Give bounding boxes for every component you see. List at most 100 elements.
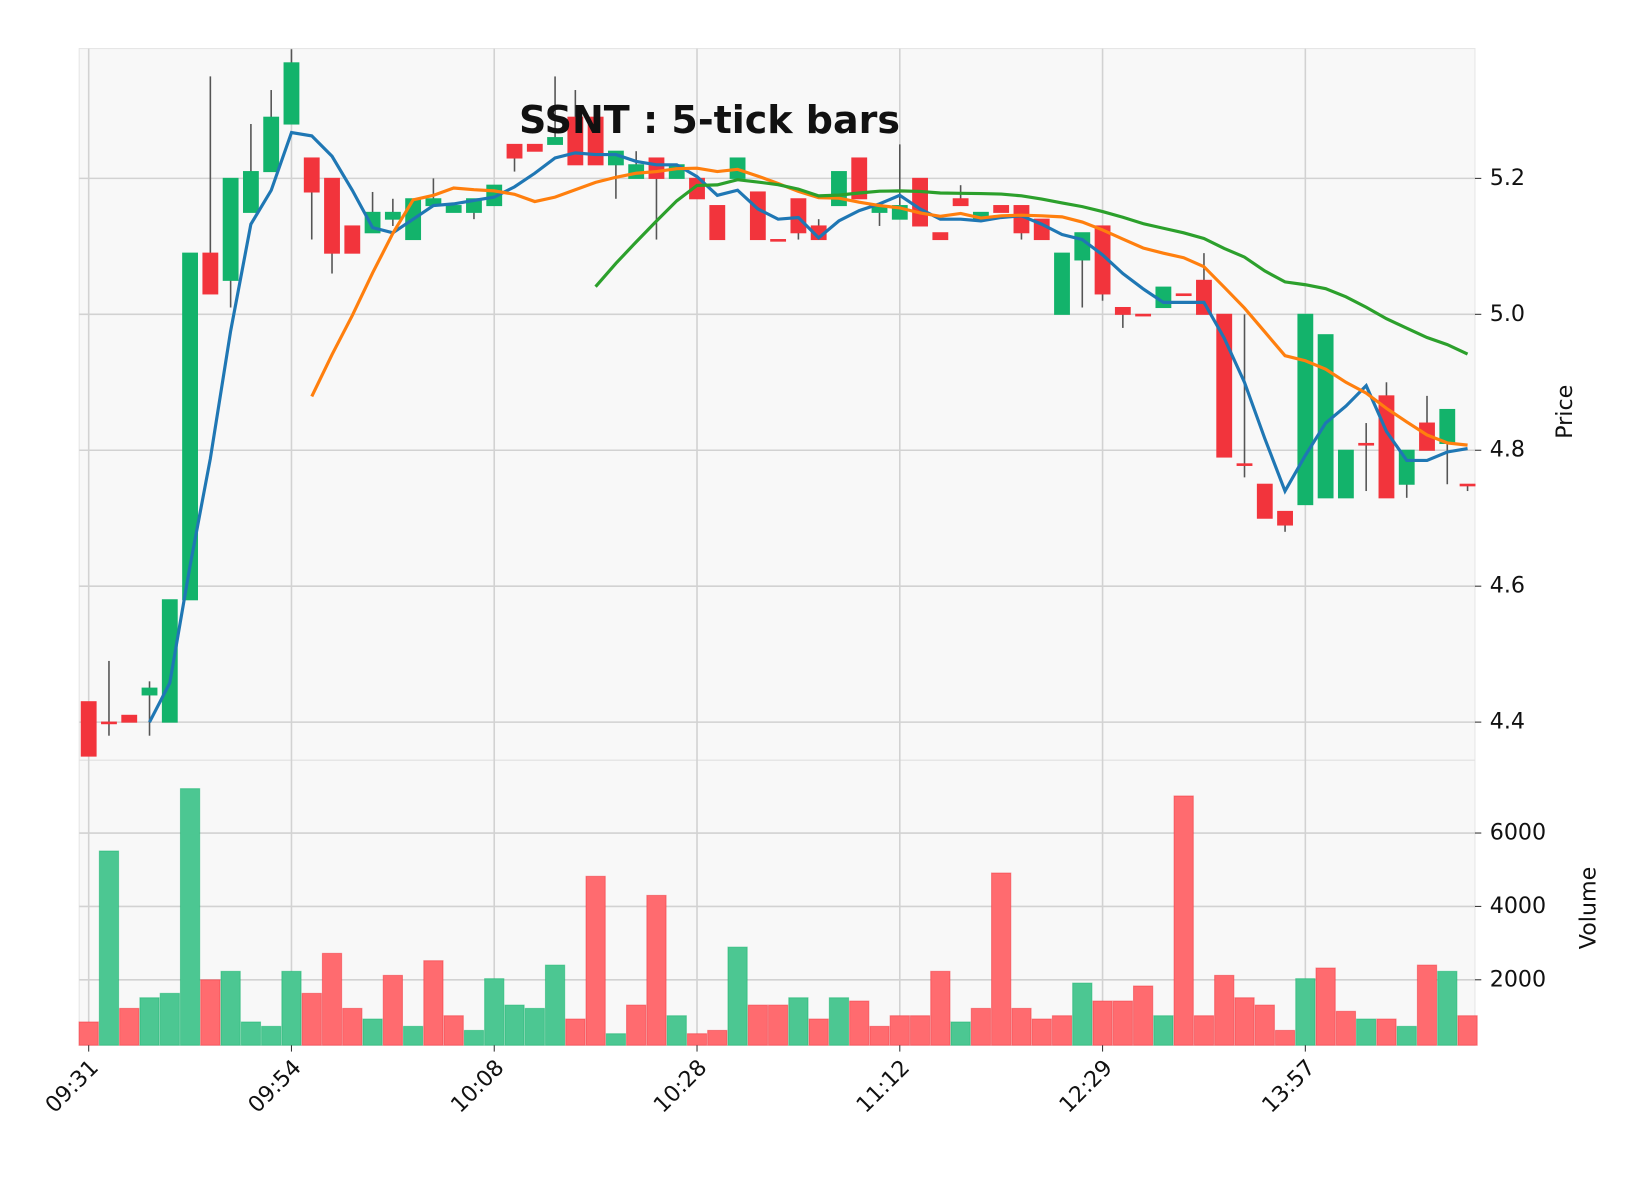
- volume-bar: [139, 997, 160, 1046]
- x-tick-label: 10:08: [446, 1055, 510, 1119]
- volume-bar: [1132, 985, 1154, 1046]
- candle-body: [912, 177, 928, 227]
- volume-bar: [970, 1007, 992, 1046]
- volume-bar: [544, 964, 566, 1046]
- candle-body: [283, 62, 300, 125]
- candle-body: [993, 205, 1010, 213]
- volume-bar: [869, 1025, 890, 1046]
- volume-bar: [443, 1015, 464, 1046]
- candle-body: [121, 714, 138, 723]
- chart-title: SSNT : 5-tick bars: [519, 98, 900, 142]
- volume-bar: [605, 1033, 627, 1046]
- volume-bar: [1234, 997, 1255, 1046]
- candle-body: [182, 252, 198, 601]
- volume-bar: [524, 1007, 545, 1046]
- candle-body: [101, 721, 117, 725]
- candle-body: [1054, 252, 1070, 315]
- volume-bar: [1254, 1004, 1275, 1046]
- candle-body: [1256, 483, 1273, 519]
- volume-bar: [626, 1004, 647, 1046]
- volume-bar: [950, 1021, 971, 1046]
- volume-bar: [707, 1029, 728, 1046]
- candle-body: [303, 157, 320, 193]
- volume-bar: [1416, 964, 1438, 1046]
- chart-body: SSNT : 5-tick bars Price Volume 4.4 4.6 4.…: [40, 48, 1601, 1119]
- plot-area: [78, 48, 1476, 1046]
- candle-body: [749, 191, 766, 241]
- x-tick-label: 13:57: [1257, 1055, 1321, 1119]
- volume-bar: [423, 960, 444, 1046]
- volume-bar: [301, 992, 322, 1046]
- candle-body: [1297, 313, 1314, 506]
- volume-bar: [1051, 1015, 1073, 1046]
- candle-body: [1337, 449, 1354, 499]
- candle-body: [648, 157, 665, 179]
- volume-bar: [1072, 982, 1093, 1046]
- volume-bar: [1214, 974, 1235, 1046]
- volume-bar: [727, 946, 748, 1046]
- volume-bar: [646, 894, 667, 1046]
- volume-bar: [1153, 1015, 1174, 1046]
- candle-body: [547, 137, 563, 145]
- candle-body: [141, 687, 158, 696]
- candle-body: [1135, 313, 1152, 317]
- volume-bar: [767, 1004, 789, 1046]
- volume-bar: [1396, 1025, 1417, 1046]
- volume-axis-label: Volume: [1575, 867, 1601, 949]
- volume-bar: [889, 1015, 910, 1046]
- candle-body: [1398, 449, 1415, 485]
- volume-bar: [585, 875, 606, 1046]
- volume-bar: [119, 1007, 140, 1046]
- candle-body: [1439, 408, 1456, 444]
- candle-body: [1236, 463, 1253, 466]
- volume-tick-label: 6000: [1490, 820, 1546, 846]
- volume-bar: [909, 1015, 931, 1046]
- volume-bar: [828, 997, 850, 1046]
- volume-bar: [788, 997, 809, 1046]
- volume-bar: [1335, 1010, 1357, 1046]
- candle-body: [851, 157, 868, 200]
- marks: [78, 49, 1478, 1046]
- y-tick-label: 4.6: [1490, 573, 1525, 599]
- volume-bar: [281, 970, 302, 1046]
- y-tick-label: 5.2: [1490, 165, 1525, 191]
- volume-bar: [849, 1000, 870, 1046]
- volume-bar: [159, 992, 180, 1046]
- x-tick-label: 10:28: [649, 1055, 713, 1119]
- candle-body: [445, 205, 462, 213]
- x-tick-label: 09:54: [243, 1055, 307, 1119]
- volume-bar: [1031, 1018, 1052, 1046]
- candle-body: [384, 211, 401, 220]
- volume-bar: [1011, 1007, 1032, 1046]
- volume-bar: [747, 1004, 768, 1046]
- candle-body: [932, 232, 949, 241]
- volume-bar: [321, 952, 343, 1046]
- volume-bar: [808, 1018, 829, 1046]
- candle-body: [1114, 306, 1131, 315]
- volume-bar: [930, 970, 951, 1046]
- candle-body: [790, 198, 807, 234]
- volume-bar: [1356, 1018, 1377, 1046]
- volume-tick-label: 2000: [1490, 966, 1546, 992]
- x-tick-label: 09:31: [40, 1055, 104, 1119]
- candle-body: [952, 198, 969, 207]
- y-tick-label: 4.4: [1490, 709, 1525, 735]
- volume-bar: [240, 1021, 262, 1046]
- candle-body: [344, 225, 361, 254]
- volume-bar: [342, 1007, 363, 1046]
- candle-body: [526, 143, 543, 152]
- candle-body: [242, 171, 259, 213]
- volume-bar: [463, 1029, 485, 1046]
- moving-average: [148, 130, 1468, 723]
- volume-bar: [666, 1015, 687, 1046]
- y-tick-label: 5.0: [1490, 301, 1525, 327]
- candle-body: [709, 205, 726, 241]
- volume-bar: [1437, 970, 1458, 1046]
- candle-body: [202, 252, 219, 295]
- candle-body: [1358, 442, 1375, 446]
- volume-bar: [179, 788, 201, 1046]
- volume-bar: [78, 1021, 99, 1046]
- y-tick-label: 4.8: [1490, 437, 1525, 463]
- volume-bar: [991, 872, 1012, 1046]
